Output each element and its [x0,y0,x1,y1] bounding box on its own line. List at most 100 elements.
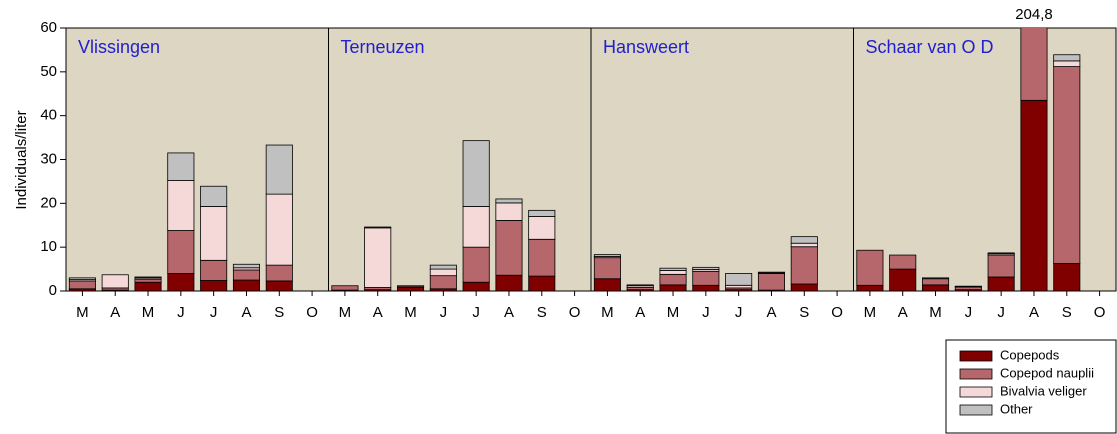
x-tick-label: J [472,304,480,321]
panel-title: Vlissingen [78,37,160,57]
bar-segment [692,270,720,286]
bar-segment [265,280,293,291]
legend-label: Copepod nauplii [1000,365,1094,380]
legend-label: Bivalvia veliger [1000,383,1087,398]
x-tick-label: M [667,304,680,321]
y-tick-label: 30 [40,150,57,167]
bar-segment [200,259,228,281]
bar-segment [790,236,818,244]
bar-segment [68,280,96,290]
x-tick-label: A [373,304,383,321]
panel-title: Schaar van O D [866,37,994,57]
x-tick-label: A [504,304,514,321]
bar-segment [1053,60,1081,67]
bar-segment [1053,262,1081,291]
bar-segment [790,242,818,248]
x-tick-label: J [210,304,218,321]
bar-segment [1053,54,1081,62]
y-tick-label: 60 [40,19,57,36]
bar-segment [134,276,162,279]
y-axis-label: Individuals/liter [13,110,30,209]
bar-segment [626,284,654,287]
x-tick-label: J [735,304,743,321]
bar-segment [462,140,490,207]
bar-segment [68,277,96,281]
x-tick-label: S [1062,304,1072,321]
bar-segment [528,209,556,217]
y-tick-label: 50 [40,63,57,80]
bar-segment [265,193,293,266]
bar-segment [364,227,392,288]
bar-segment [232,263,260,269]
bar-segment [1020,28,1048,101]
bar-segment [495,274,523,291]
bar-segment [429,275,457,290]
bar-segment [528,216,556,240]
bar-segment [495,202,523,221]
bar-segment [528,238,556,277]
bars [68,28,1081,291]
x-tick-label: J [440,304,448,321]
bar-segment [889,268,917,291]
x-tick-label: O [306,304,318,321]
x-tick-label: A [898,304,908,321]
bar-segment [1053,66,1081,264]
bar-segment [790,283,818,291]
x-tick-label: M [339,304,352,321]
x-tick-label: J [702,304,710,321]
bar-segment [856,284,884,291]
x-tick-label: A [241,304,251,321]
bar-segment [659,284,687,291]
bar-segment [757,273,785,291]
bar-segment [922,284,950,291]
legend-swatch [959,368,993,380]
bar-segment [889,254,917,270]
bar-segment [790,246,818,285]
bar-segment [987,276,1015,291]
x-tick-label: M [76,304,89,321]
bar-segment [462,206,490,248]
bar-segment [528,275,556,291]
bar-segment [429,268,457,277]
bar-segment [167,152,195,181]
x-tick-label: A [1029,304,1039,321]
bar-segment [364,226,392,229]
legend-swatch [959,386,993,398]
x-tick-label: O [831,304,843,321]
x-tick-label: J [997,304,1005,321]
x-tick-label: S [274,304,284,321]
bar-segment [692,284,720,291]
bar-segment [987,252,1015,255]
bar-segment [922,277,950,280]
x-tick-label: A [635,304,645,321]
bar-segment [495,198,523,204]
bar-segment [397,287,425,291]
x-tick-label: J [965,304,973,321]
panel-title: Terneuzen [341,37,425,57]
x-tick-label: S [799,304,809,321]
bar-segment [987,254,1015,278]
bar-segment [659,267,687,271]
x-tick-label: J [177,304,185,321]
bar-segment [134,278,162,283]
x-tick-label: O [569,304,581,321]
bar-segment [429,264,457,270]
bar-segment [462,246,490,283]
bar-segment [167,180,195,231]
bar-segment [134,281,162,291]
bar-segment [692,266,720,270]
bar-segment [462,281,490,291]
legend-swatch [959,350,993,362]
bar-segment [200,206,228,261]
bar-segment [167,273,195,291]
bar-segment [331,285,359,291]
bar-segment [659,269,687,275]
bar-segment [593,278,621,291]
legend-label: Copepods [1000,347,1060,362]
x-tick-label: O [1094,304,1106,321]
x-tick-label: A [766,304,776,321]
annotation: 204,8 [1015,6,1053,23]
bar-segment [232,279,260,291]
bar-segment [593,254,621,257]
